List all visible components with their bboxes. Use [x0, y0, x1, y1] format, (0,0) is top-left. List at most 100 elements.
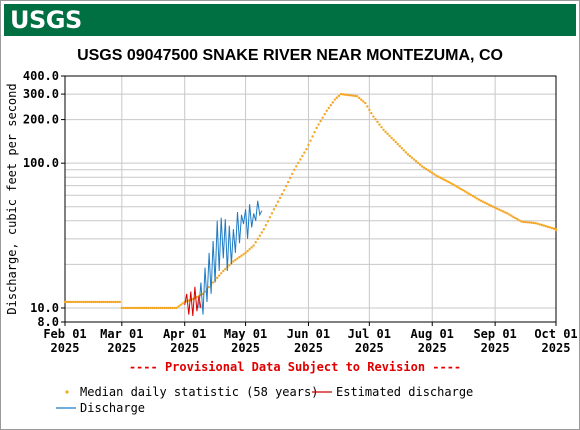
median-point [343, 93, 347, 96]
median-point [394, 140, 397, 144]
series-layer [63, 92, 558, 317]
median-point [406, 153, 410, 156]
median-point [224, 267, 227, 271]
median-point [370, 111, 373, 115]
median-point [447, 180, 450, 184]
median-point [191, 297, 195, 301]
median-point [323, 113, 326, 116]
median-point [362, 100, 365, 103]
median-point [69, 300, 73, 304]
median-point [238, 255, 241, 259]
median-point [250, 246, 253, 249]
median-point [536, 222, 539, 226]
y-tick-label: 8.0 [37, 315, 59, 329]
median-point [495, 207, 499, 210]
median-point [372, 115, 375, 118]
chart-title: USGS 09047500 SNAKE RIVER NEAR MONTEZUMA… [77, 47, 503, 64]
median-point [134, 306, 138, 310]
median-point [433, 173, 436, 176]
median-point [544, 225, 548, 228]
usgs-logo-text: USGS [10, 6, 82, 34]
median-point [516, 218, 519, 221]
median-point [524, 220, 527, 224]
median-point [321, 116, 324, 119]
x-tick-label: Mar 01 [100, 327, 143, 341]
median-point [252, 244, 255, 247]
median-point [339, 92, 343, 96]
median-point [67, 300, 71, 304]
median-point [171, 306, 174, 310]
median-point [540, 223, 543, 227]
median-point [546, 225, 550, 229]
median-point [392, 138, 395, 142]
median-point [424, 167, 428, 171]
median-point [140, 306, 144, 310]
median-point [514, 216, 517, 220]
median-point [491, 205, 495, 208]
median-point [80, 300, 83, 304]
median-point [465, 191, 468, 194]
plot-grid [64, 75, 557, 323]
median-point [388, 134, 391, 138]
median-point [414, 160, 418, 163]
median-point [455, 185, 458, 188]
usgs-logo[interactable]: USGS [4, 4, 104, 36]
median-point [98, 300, 101, 304]
median-point [128, 306, 132, 310]
median-point [512, 215, 515, 219]
median-point [518, 219, 521, 222]
median-point [299, 158, 302, 161]
median-point [500, 209, 503, 212]
median-point [114, 300, 117, 304]
x-tick-label: Jun 01 [287, 327, 330, 341]
y-tick-label: 100.0 [23, 156, 59, 170]
median-point [130, 306, 134, 310]
x-tick-label: Oct 01 [534, 327, 577, 341]
median-point [181, 302, 184, 305]
median-point [376, 120, 379, 124]
median-point [317, 123, 320, 126]
median-point [159, 306, 162, 310]
y-tick-label: 300.0 [23, 87, 59, 101]
median-point [268, 216, 272, 219]
median-point [222, 269, 225, 273]
x-tick-year-label: 2025 [107, 341, 136, 355]
median-point [357, 96, 361, 100]
x-tick-label: May 01 [224, 327, 267, 341]
median-point [449, 181, 452, 185]
median-point [240, 254, 243, 257]
median-point [497, 208, 501, 211]
estimated-discharge-line [184, 286, 202, 317]
median-point [165, 306, 168, 310]
median-point [88, 300, 91, 304]
median-point [248, 248, 251, 251]
median-point [110, 300, 113, 304]
median-point [303, 151, 306, 154]
median-point [280, 192, 284, 196]
median-point [102, 300, 105, 304]
median-point [232, 260, 235, 263]
y-tick-label: 200.0 [23, 113, 59, 127]
median-point [548, 226, 552, 229]
x-tick-label: Apr 01 [163, 327, 206, 341]
legend-label: Estimated discharge [336, 385, 473, 399]
median-point [295, 165, 298, 168]
median-point [337, 94, 341, 98]
median-point [400, 147, 404, 150]
median-point [319, 119, 322, 123]
median-point [82, 300, 85, 304]
median-point [416, 161, 420, 165]
median-point [90, 300, 93, 304]
median-point [412, 158, 416, 161]
median-point [410, 156, 414, 160]
median-point [124, 306, 128, 310]
median-point [92, 300, 95, 304]
median-point [73, 300, 77, 304]
median-point [96, 300, 99, 304]
y-axis-label: Discharge, cubic feet per second [5, 83, 19, 314]
median-point [211, 281, 215, 284]
median-point [254, 241, 257, 244]
median-point [215, 276, 219, 280]
median-point [63, 300, 67, 304]
